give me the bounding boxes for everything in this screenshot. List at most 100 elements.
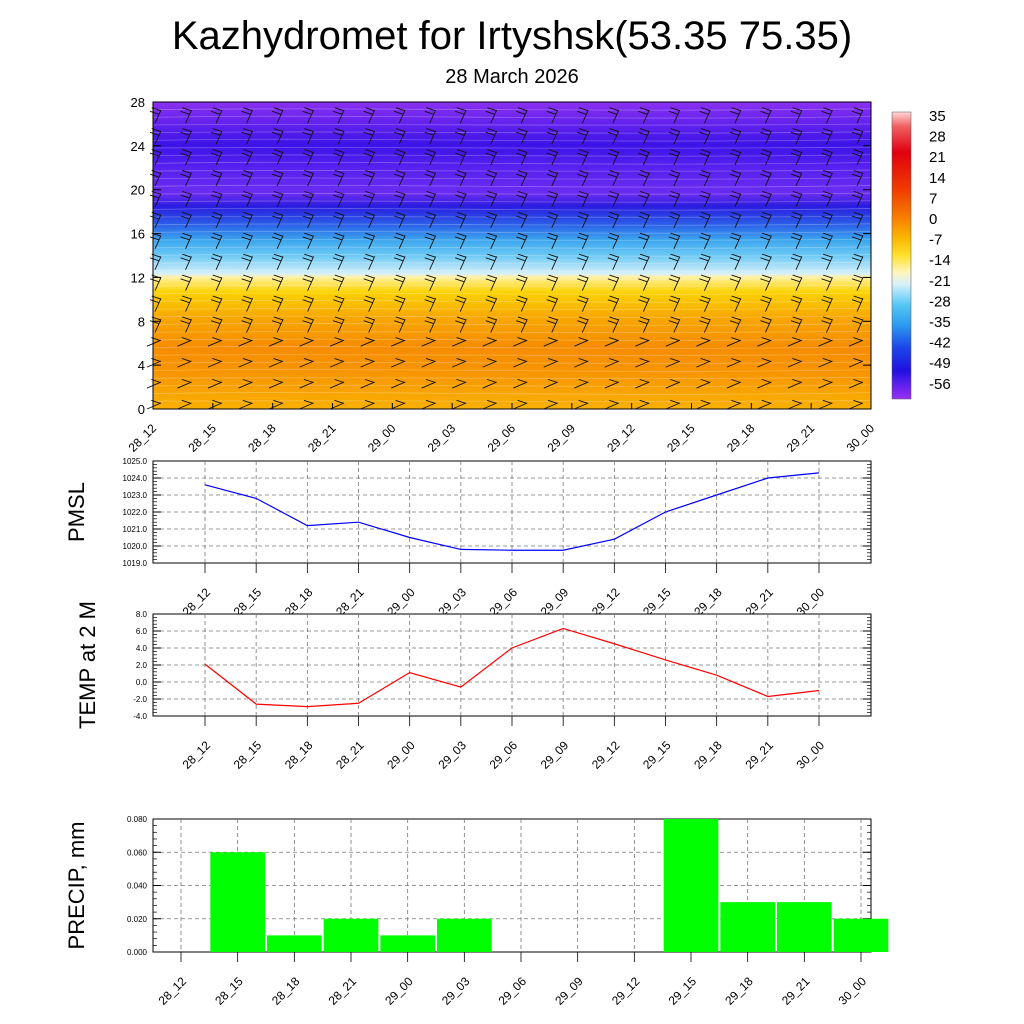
wind-barb bbox=[729, 232, 742, 249]
wind-barb bbox=[177, 399, 192, 410]
wind-barb bbox=[299, 337, 314, 347]
y-axis-label: PRECIP, mm bbox=[64, 822, 89, 950]
isotherm-line bbox=[152, 115, 872, 119]
isotherm-line bbox=[152, 246, 872, 249]
wind-barb bbox=[790, 253, 803, 270]
wind-barb bbox=[546, 190, 559, 208]
colorbar-label: -21 bbox=[929, 273, 951, 290]
isotherm-line bbox=[152, 154, 872, 157]
wind-barb bbox=[726, 378, 742, 389]
y-tick-label: 1021.0 bbox=[123, 525, 148, 534]
x-tick-label: 29_12 bbox=[604, 421, 638, 455]
wind-barb bbox=[390, 337, 406, 347]
wind-barb bbox=[271, 190, 284, 208]
wind-barb bbox=[302, 232, 315, 249]
wind-barb bbox=[302, 128, 315, 145]
x-tick-label: 28_21 bbox=[333, 738, 367, 772]
wind-barb bbox=[302, 149, 315, 166]
wind-barb bbox=[333, 107, 345, 124]
wind-barb bbox=[699, 295, 711, 312]
wind-barb bbox=[726, 337, 742, 347]
wind-barb bbox=[848, 399, 864, 410]
wind-barb bbox=[516, 295, 528, 312]
wind-barb bbox=[513, 358, 528, 368]
wind-barb bbox=[271, 149, 284, 166]
colorbar-label: -28 bbox=[929, 293, 951, 310]
wind-barb bbox=[333, 253, 345, 270]
wind-barb bbox=[699, 170, 711, 187]
isotherm-line bbox=[152, 292, 872, 295]
y-tick-label: 1025.0 bbox=[123, 457, 148, 466]
wind-barb bbox=[851, 149, 864, 166]
wind-barb bbox=[482, 358, 497, 368]
wind-barb bbox=[848, 337, 864, 347]
wind-barb bbox=[302, 190, 315, 208]
wind-barb bbox=[790, 316, 803, 333]
wind-barb bbox=[394, 170, 406, 187]
wind-barb bbox=[604, 399, 620, 410]
precip-bar bbox=[833, 918, 889, 952]
wind-barb bbox=[790, 170, 803, 187]
wind-barb bbox=[760, 170, 772, 187]
wind-barb bbox=[485, 149, 498, 166]
isotherm-line bbox=[152, 323, 872, 326]
wind-barb bbox=[577, 190, 589, 208]
y-axis-label: PMSL bbox=[64, 482, 89, 542]
wind-barb bbox=[818, 378, 833, 389]
wind-barb bbox=[665, 399, 681, 410]
wind-barb bbox=[513, 399, 528, 410]
wind-barb bbox=[757, 378, 772, 389]
wind-barb bbox=[394, 274, 406, 291]
wind-barb bbox=[665, 378, 681, 389]
wind-barb bbox=[604, 337, 620, 347]
x-tick-label: 29_12 bbox=[609, 974, 643, 1008]
wind-barb bbox=[546, 211, 559, 229]
isotherm-line bbox=[152, 161, 872, 165]
chart-title: Kazhydromet for Irtyshsk(53.35 75.35) bbox=[171, 14, 853, 58]
wind-barb bbox=[424, 170, 437, 187]
wind-barb bbox=[241, 190, 253, 208]
wind-barb bbox=[699, 274, 711, 291]
x-tick-label: 29_00 bbox=[382, 974, 416, 1008]
wind-barb bbox=[210, 274, 223, 291]
wind-barb bbox=[180, 253, 192, 270]
wind-barb bbox=[180, 274, 192, 291]
wind-barb bbox=[424, 232, 437, 249]
wind-barb bbox=[516, 190, 528, 208]
wind-barb bbox=[607, 107, 620, 124]
wind-barb bbox=[333, 274, 345, 291]
wind-barb bbox=[302, 107, 315, 124]
wind-barb bbox=[699, 253, 711, 270]
wind-barb bbox=[241, 274, 253, 291]
wind-barb bbox=[452, 378, 467, 389]
colorbar bbox=[891, 111, 912, 400]
wind-barb bbox=[271, 253, 284, 270]
wind-barb bbox=[363, 128, 376, 145]
wind-barb bbox=[455, 190, 467, 208]
wind-barb bbox=[696, 337, 711, 347]
wind-barb bbox=[543, 358, 558, 368]
wind-barb bbox=[210, 211, 223, 229]
wind-barb bbox=[604, 378, 620, 389]
isotherm-line bbox=[152, 177, 872, 180]
isotherm-line bbox=[152, 346, 872, 349]
colorbar-label: 28 bbox=[929, 129, 946, 146]
wind-barb bbox=[360, 337, 375, 347]
wind-barb bbox=[543, 399, 558, 410]
wind-barb bbox=[851, 107, 864, 124]
wind-barb bbox=[390, 399, 406, 410]
x-tick-label: 29_15 bbox=[666, 974, 700, 1008]
wind-barb bbox=[329, 337, 345, 347]
isotherm-line bbox=[152, 184, 872, 188]
wind-barb bbox=[180, 170, 192, 187]
wind-barb bbox=[424, 211, 437, 229]
wind-barb bbox=[638, 211, 650, 229]
y-tick-label: 1020.0 bbox=[123, 542, 148, 551]
wind-barb bbox=[363, 253, 376, 270]
wind-barb bbox=[790, 274, 803, 291]
wind-barb bbox=[635, 378, 650, 389]
wind-barb bbox=[699, 107, 711, 124]
wind-barb bbox=[790, 232, 803, 249]
wind-barb bbox=[607, 170, 620, 187]
wind-barb bbox=[394, 316, 406, 333]
